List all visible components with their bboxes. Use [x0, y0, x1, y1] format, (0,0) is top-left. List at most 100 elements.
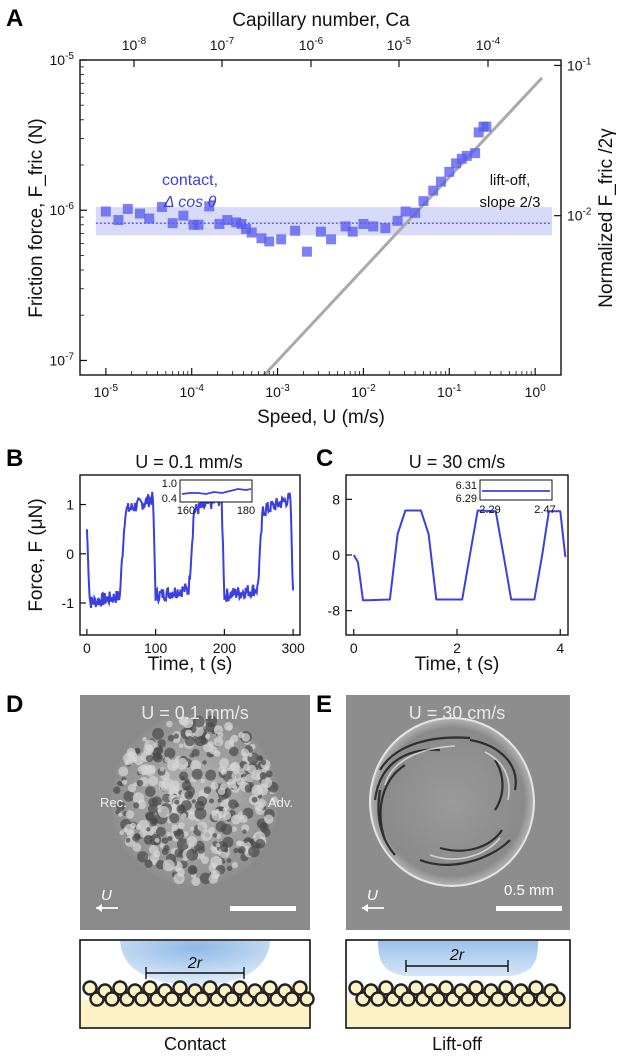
grain-speck [173, 733, 179, 739]
inset-trace-b [181, 488, 252, 495]
grain-speck [226, 858, 232, 863]
grain [438, 980, 454, 996]
panel-letter-c: C [316, 445, 333, 472]
x-tick-label: 0 [83, 640, 91, 656]
grain-speck [226, 778, 237, 789]
inset-b-ytick-bottom: 0.4 [162, 493, 177, 505]
data-point [193, 219, 204, 230]
dimension-label-d: 2r [187, 955, 203, 972]
grain-speck [265, 770, 273, 778]
x-axis-label-c: Time, t (s) [415, 654, 500, 675]
grain [490, 991, 506, 1007]
grain-speck [118, 812, 123, 817]
grain-speck [228, 799, 238, 809]
grain-speck [254, 801, 264, 812]
grain [468, 980, 484, 996]
panel-letter-a: A [6, 5, 23, 32]
grain [430, 991, 446, 1007]
axis-ticks-c: 0 2 4 -8 0 8 [328, 491, 565, 656]
grain [82, 980, 98, 996]
data-point [428, 185, 439, 196]
caption-liftoff: Lift-off [432, 1034, 483, 1054]
grain [134, 991, 150, 1007]
data-point [167, 218, 178, 229]
annotation-liftoff: lift-off, [490, 172, 531, 189]
grain-speck [176, 758, 188, 770]
grain [142, 980, 158, 996]
grain-speck [255, 838, 266, 849]
grain-speck [230, 734, 239, 743]
inset-b [179, 479, 253, 503]
right-tick-label: 10-2 [567, 207, 592, 224]
grain-speck [157, 806, 170, 818]
grain-speck [116, 801, 126, 811]
inset-c [479, 479, 553, 501]
grain-speck [219, 758, 230, 768]
grain-speck [150, 853, 159, 863]
y-tick-label: -8 [328, 603, 341, 619]
inset-b-xtick-right: 180 [237, 505, 255, 517]
right-axis-label-a: Normalized F_fric /2γ [596, 128, 617, 308]
data-points [100, 121, 492, 257]
grain-speck [205, 715, 218, 728]
grain-speck [241, 733, 250, 742]
grain-speck [240, 748, 250, 757]
grain [112, 980, 128, 996]
grain [262, 980, 278, 996]
fit-line [263, 76, 544, 377]
grain-speck [146, 827, 151, 832]
data-point [100, 206, 111, 217]
x-tick-label: 10-3 [265, 383, 290, 400]
y-axis-label-b: Force, F (μN) [26, 498, 47, 611]
data-point [264, 236, 275, 247]
grain-speck [173, 872, 185, 885]
grain-speck [132, 843, 142, 852]
scale-bar-label-e: 0.5 mm [504, 882, 554, 899]
grain-speck [139, 829, 147, 838]
data-point [392, 215, 403, 226]
grain-speck [142, 736, 147, 742]
grain-speck [180, 813, 187, 819]
x-tick-label: 10-4 [179, 383, 204, 400]
grain [172, 980, 188, 996]
arrow-label-d: U [101, 887, 112, 904]
grain [460, 991, 476, 1007]
interference-fringes-light-e [384, 745, 510, 860]
x-tick-label: 200 [213, 640, 237, 656]
data-point [326, 234, 337, 245]
top-tick-label: 10-8 [122, 36, 147, 53]
grain [284, 991, 300, 1007]
grain-speck [160, 781, 171, 792]
x-tick-label: 300 [281, 640, 305, 656]
grain-speck [191, 748, 200, 757]
axis-ticks-a: 10-5 10-4 10-3 10-2 10-1 100 10-7 10-6 10-5 10-8 1… [50, 36, 592, 400]
grain-speck [199, 872, 212, 885]
x-tick-label: 2 [453, 640, 461, 656]
grain [370, 991, 386, 1007]
inset-c-ytick-top: 6.31 [456, 480, 477, 492]
grain-speck [161, 848, 169, 856]
grain-speck [124, 760, 129, 766]
grain-speck [231, 861, 239, 869]
force-trace-b [85, 491, 295, 609]
grain-speck [166, 831, 171, 837]
grain-speck [205, 769, 217, 781]
data-point [222, 215, 233, 226]
liftoff-disk-e [369, 717, 535, 887]
grain-speck [217, 798, 222, 803]
grain-speck [171, 762, 178, 769]
y-tick-label: 0 [332, 547, 340, 563]
grain [498, 980, 514, 996]
data-point [156, 202, 167, 213]
grain-speck [169, 780, 180, 791]
panel-b: B U = 0.1 mm/s 0 100 200 300 -1 0 1 1.0 0.4 16… [6, 445, 305, 675]
data-point [444, 166, 455, 177]
grain-speck [125, 810, 135, 819]
data-point [400, 206, 411, 217]
inset-c-xtick-right: 2.47 [534, 504, 555, 516]
grain-speck [230, 814, 241, 825]
grain-layer-e [348, 980, 566, 1007]
top-tick-label: 10-7 [210, 36, 235, 53]
grain-speck [147, 764, 156, 774]
grain-speck [200, 778, 206, 784]
